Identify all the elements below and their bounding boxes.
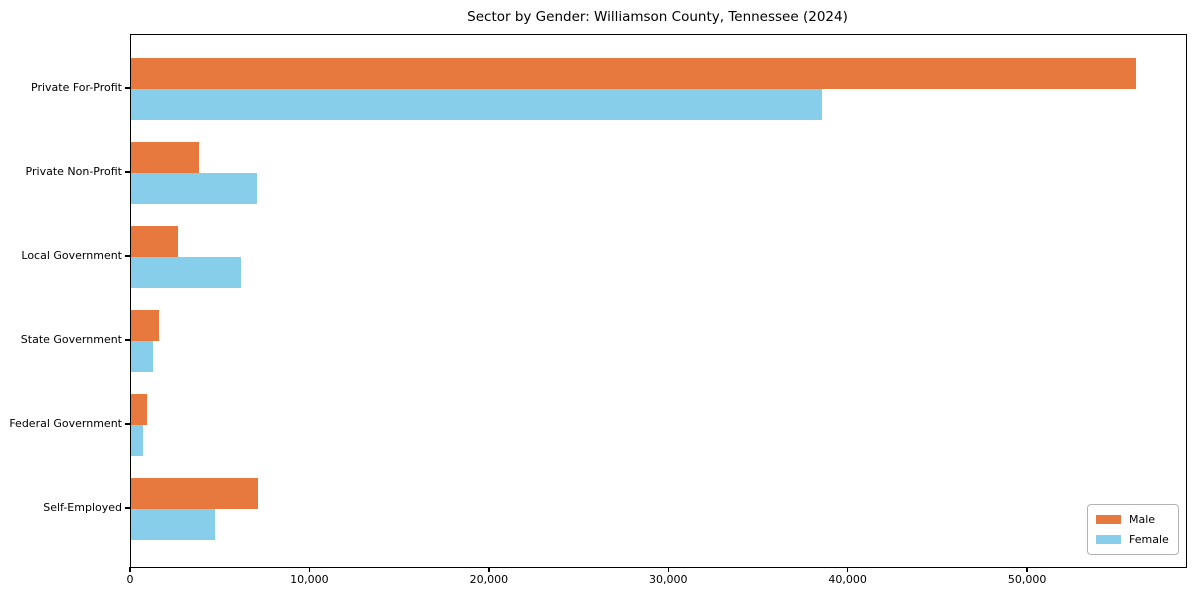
x-tick-label-50-000: 50,000 bbox=[1007, 573, 1047, 586]
legend-label-male: Male bbox=[1129, 513, 1156, 526]
bar-female-private-non-profit bbox=[131, 173, 257, 204]
y-tick-mark bbox=[125, 507, 130, 509]
x-tick-mark bbox=[308, 567, 311, 572]
plot-area bbox=[130, 34, 1187, 568]
bar-male-private-non-profit bbox=[131, 142, 199, 173]
bar-female-federal-government bbox=[131, 425, 143, 456]
y-tick-label-federal-government: Federal Government bbox=[9, 417, 122, 430]
bar-male-private-for-profit bbox=[131, 58, 1136, 89]
legend-swatch-male bbox=[1096, 515, 1121, 524]
x-tick-mark bbox=[488, 567, 490, 572]
y-tick-mark bbox=[125, 339, 130, 341]
legend-row-female: Female bbox=[1096, 533, 1178, 546]
y-tick-mark bbox=[125, 87, 130, 89]
y-tick-label-private-for-profit: Private For-Profit bbox=[31, 81, 122, 94]
legend: Male Female bbox=[1087, 504, 1179, 555]
x-tick-label-40-000: 40,000 bbox=[828, 573, 867, 586]
x-tick-label-30-000: 30,000 bbox=[649, 573, 688, 586]
y-tick-label-state-government: State Government bbox=[20, 333, 122, 346]
x-tick-mark bbox=[667, 567, 669, 572]
chart-title: Sector by Gender: Williamson County, Ten… bbox=[467, 9, 848, 25]
y-tick-mark bbox=[125, 255, 130, 257]
y-tick-label-private-non-profit: Private Non-Profit bbox=[25, 165, 122, 178]
bar-female-state-government bbox=[131, 341, 153, 372]
x-tick-mark bbox=[1026, 567, 1028, 572]
x-tick-mark bbox=[129, 567, 131, 572]
y-tick-mark bbox=[125, 171, 130, 173]
bar-female-self-employed bbox=[131, 509, 215, 540]
legend-swatch-female bbox=[1096, 535, 1121, 544]
bar-male-federal-government bbox=[131, 394, 147, 425]
x-tick-label-10-000: 10,000 bbox=[290, 573, 329, 586]
x-tick-label-20-000: 20,000 bbox=[469, 573, 509, 586]
bar-male-state-government bbox=[131, 310, 159, 341]
bar-female-private-for-profit bbox=[131, 89, 822, 120]
x-tick-label-0: 0 bbox=[126, 573, 134, 586]
y-tick-mark bbox=[125, 423, 130, 425]
legend-label-female: Female bbox=[1129, 533, 1169, 546]
legend-row-male: Male bbox=[1096, 513, 1178, 526]
bar-female-local-government bbox=[131, 257, 241, 288]
bar-male-self-employed bbox=[131, 478, 258, 509]
y-tick-label-local-government: Local Government bbox=[21, 249, 122, 262]
y-tick-label-self-employed: Self-Employed bbox=[43, 501, 122, 514]
bar-male-local-government bbox=[131, 226, 178, 257]
x-tick-mark bbox=[846, 567, 849, 572]
